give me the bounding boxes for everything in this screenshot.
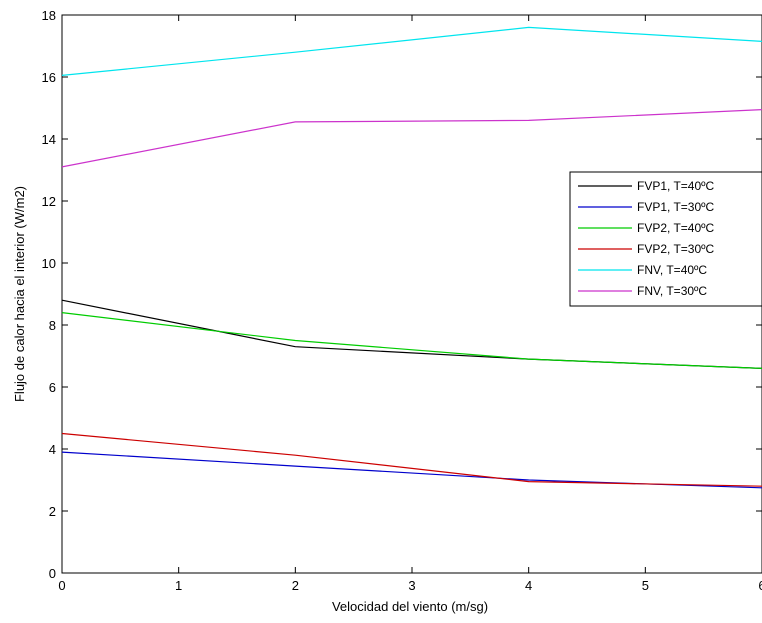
- x-tick-label: 6: [758, 578, 762, 593]
- x-tick-label: 5: [642, 578, 649, 593]
- x-axis-title: Velocidad del viento (m/sg): [332, 599, 488, 614]
- x-tick-label: 0: [58, 578, 65, 593]
- y-tick-label: 14: [42, 132, 56, 147]
- series-line-5: [61, 109, 762, 168]
- x-tick-label: 3: [408, 578, 415, 593]
- x-axis: 0 1 2 3 4 5 6: [58, 15, 762, 593]
- y-tick-label: 18: [42, 8, 56, 23]
- series-line-4: [61, 26, 762, 76]
- y-axis-title: Flujo de calor hacia el interior (W/m2): [12, 186, 27, 402]
- x-tick-label: 4: [525, 578, 532, 593]
- legend-entry-label: FVP1, T=40ºC: [637, 179, 715, 193]
- y-tick-label: 8: [49, 318, 56, 333]
- y-tick-label: 16: [42, 70, 56, 85]
- series-line-3: [61, 432, 762, 487]
- y-tick-label: 4: [49, 442, 56, 457]
- y-tick-label: 12: [42, 194, 56, 209]
- y-tick-label: 2: [49, 504, 56, 519]
- legend-entry-label: FVP2, T=40ºC: [637, 221, 715, 235]
- series-layer: [61, 26, 762, 489]
- x-tick-label: 1: [175, 578, 182, 593]
- legend: FVP1, T=40ºC FVP1, T=30ºC FVP2, T=40ºC FVP2…: [569, 171, 762, 307]
- legend-entry-label: FNV, T=30ºC: [637, 284, 707, 298]
- y-tick-label: 0: [49, 566, 56, 581]
- legend-entry-label: FVP2, T=30ºC: [637, 242, 715, 256]
- legend-entry-label: FNV, T=40ºC: [637, 263, 707, 277]
- legend-entry-label: FVP1, T=30ºC: [637, 200, 715, 214]
- series-line-2: [61, 312, 762, 369]
- y-tick-label: 6: [49, 380, 56, 395]
- legend-box: [569, 171, 762, 307]
- x-tick-label: 2: [292, 578, 299, 593]
- y-tick-label: 10: [42, 256, 56, 271]
